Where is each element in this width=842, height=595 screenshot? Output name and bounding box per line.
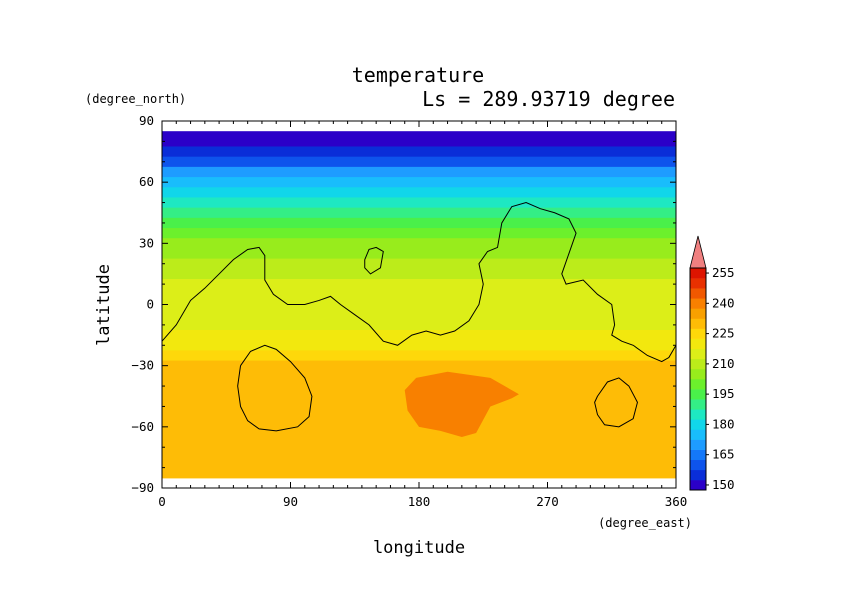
- colorbar-tick-label: 240: [712, 295, 735, 310]
- temperature-band: [162, 340, 676, 351]
- temperature-band: [162, 289, 676, 301]
- temperature-band: [162, 136, 676, 148]
- temperature-band: [162, 166, 676, 178]
- temperature-band: [162, 131, 676, 137]
- temperature-band: [162, 462, 676, 474]
- colorbar-tick-label: 255: [712, 265, 735, 280]
- x-tick-label: 360: [665, 494, 688, 509]
- y-tick-label: 0: [146, 297, 154, 312]
- temperature-band: [162, 309, 676, 321]
- y-tick-label: 60: [139, 174, 154, 189]
- colorbar-tick-label: 210: [712, 356, 735, 371]
- colorbar-frame: [689, 267, 707, 491]
- temperature-band: [162, 299, 676, 311]
- colorbar-tick-label: 225: [712, 326, 735, 341]
- warm-region: [404, 371, 519, 438]
- temperature-band: [162, 268, 676, 280]
- colorbar-swatch: [690, 459, 706, 471]
- temperature-band: [162, 319, 676, 331]
- tick-marks: [161, 120, 677, 489]
- colorbar-swatch: [690, 288, 706, 299]
- x-axis-label: longitude: [373, 538, 465, 558]
- y-tick-label: −60: [131, 419, 154, 434]
- colorbar-tick-label: 195: [712, 386, 735, 401]
- temperature-band: [162, 370, 676, 382]
- colorbar-swatch: [690, 368, 706, 380]
- colorbar-extend-arrow: [689, 235, 707, 269]
- temperature-band: [162, 197, 676, 209]
- colorbar-tick-label: 180: [712, 416, 735, 431]
- x-tick-label: 90: [283, 494, 298, 509]
- contour-line: [162, 202, 676, 363]
- colorbar-swatch: [690, 348, 706, 360]
- colorbar-swatch: [690, 469, 706, 481]
- x-tick-label: 0: [158, 494, 166, 509]
- colorbar-swatch: [690, 358, 706, 370]
- colorbar-swatch: [690, 379, 706, 390]
- temperature-band: [162, 258, 676, 270]
- colorbar-tick-label: 165: [712, 447, 735, 462]
- contour-line: [237, 344, 313, 432]
- colorbar-swatch: [690, 278, 706, 289]
- y-tick-label: 30: [139, 235, 154, 250]
- colorbar-swatch: [690, 439, 706, 450]
- land-contours: [162, 202, 676, 432]
- colorbar-swatch: [690, 318, 706, 329]
- colorbar-swatch: [690, 328, 706, 339]
- temperature-band: [162, 177, 676, 188]
- chart-subtitle: Ls = 289.93719 degree: [422, 87, 675, 111]
- temperature-band: [162, 360, 676, 372]
- temperature-band: [162, 248, 676, 260]
- y-tick-label: 90: [139, 113, 154, 128]
- temperature-band: [162, 156, 676, 168]
- temperature-band: [162, 421, 676, 433]
- colorbar-swatch: [690, 338, 706, 350]
- temperature-band: [162, 442, 676, 453]
- temperature-band: [162, 431, 676, 443]
- x-axis: 0 90 180 270 360: [158, 494, 687, 509]
- y-axis-label: latitude: [94, 264, 114, 346]
- x-tick-label: 270: [536, 494, 559, 509]
- y-axis: 90 60 30 0 −30 −60 −90: [131, 113, 154, 495]
- temperature-band: [162, 187, 676, 199]
- y-axis-units: (degree_north): [85, 92, 186, 106]
- temperature-band: [162, 228, 676, 239]
- colorbar-swatch: [690, 419, 706, 430]
- temperature-band: [162, 146, 676, 158]
- colorbar-swatch: [690, 389, 706, 400]
- temperature-band: [162, 350, 676, 362]
- y-tick-label: −90: [131, 480, 154, 495]
- contour-line: [594, 377, 638, 428]
- colorbar-swatch: [690, 449, 706, 461]
- temperature-band: [162, 472, 676, 479]
- colorbar-swatch: [690, 399, 706, 410]
- temperature-band: [162, 207, 676, 219]
- colorbar-swatch: [690, 409, 706, 420]
- temperature-band: [162, 452, 676, 464]
- x-axis-units: (degree_east): [598, 516, 692, 530]
- contour-line: [364, 246, 384, 275]
- temperature-field: [162, 121, 676, 488]
- colorbar-swatch: [690, 268, 706, 279]
- temperature-band: [162, 279, 676, 290]
- chart-title: temperature: [352, 63, 484, 87]
- colorbar-swatch: [690, 298, 706, 309]
- colorbar-tick-label: 150: [712, 477, 735, 492]
- colorbar-swatch: [690, 429, 706, 440]
- temperature-band: [162, 238, 676, 250]
- colorbar-labels: 255 240 225 210 195 180 165 150: [712, 265, 735, 492]
- temperature-band: [162, 217, 676, 229]
- colorbar-swatch: [690, 479, 706, 491]
- y-tick-label: −30: [131, 358, 154, 373]
- colorbar: [689, 235, 709, 491]
- x-tick-label: 180: [408, 494, 431, 509]
- temperature-band: [162, 329, 676, 341]
- colorbar-swatch: [690, 308, 706, 319]
